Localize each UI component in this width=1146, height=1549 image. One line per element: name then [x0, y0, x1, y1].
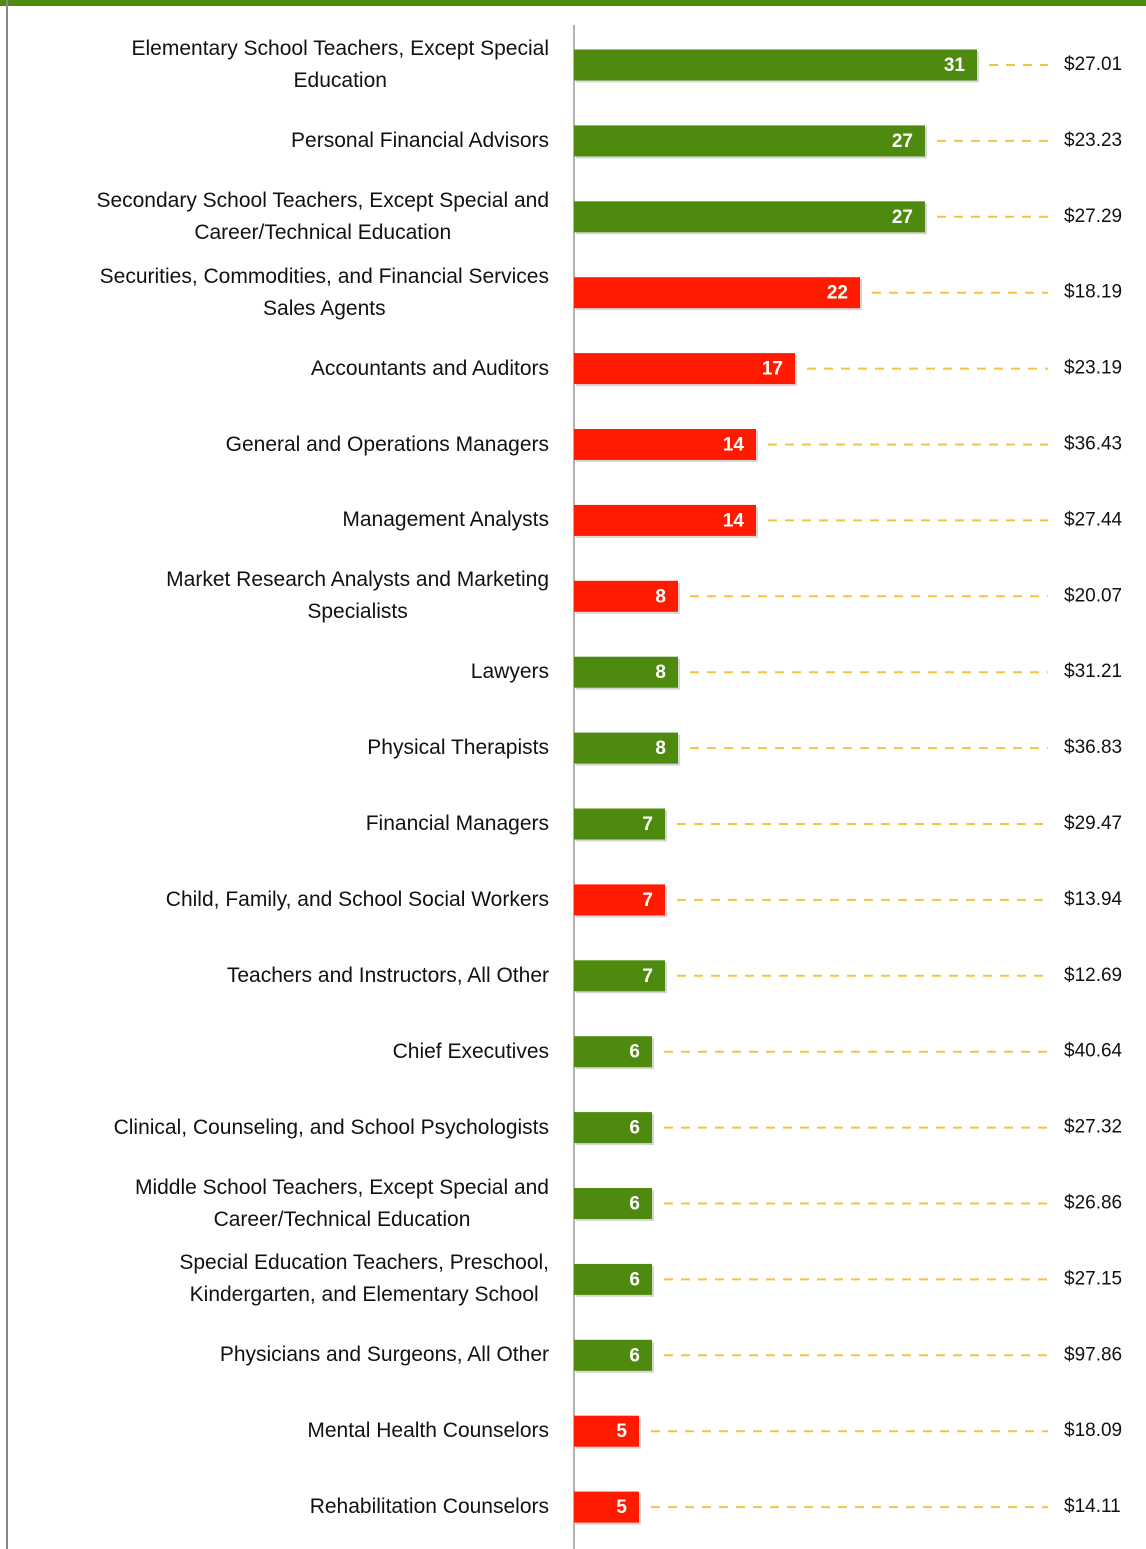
wage-label: $26.86: [1064, 1193, 1122, 1214]
bar: [574, 49, 977, 81]
wage-label: $36.83: [1064, 737, 1122, 758]
bar-value-label: 27: [892, 207, 913, 228]
wage-label: $29.47: [1064, 813, 1122, 834]
category-label: Mental Health Counselors: [307, 1419, 549, 1443]
bar: [574, 1036, 652, 1068]
bar-value-label: 5: [616, 1497, 627, 1518]
category-label: Market Research Analysts and Marketing S…: [166, 568, 549, 624]
bar-value-label: 8: [655, 738, 666, 759]
bar-value-label: 6: [629, 1269, 640, 1290]
bar: [574, 504, 756, 536]
category-label: Physicians and Surgeons, All Other: [219, 1343, 549, 1367]
category-label: Elementary School Teachers, Except Speci…: [131, 37, 550, 92]
bar: [574, 1415, 639, 1447]
category-label: Chief Executives: [392, 1039, 549, 1063]
bar: [574, 277, 860, 309]
bar-value-label: 5: [616, 1421, 627, 1442]
bar: [574, 201, 925, 233]
bar: [574, 884, 665, 916]
bar: [574, 1188, 652, 1219]
category-label: Special Education Teachers, Preschool, K…: [179, 1251, 549, 1307]
bar: [574, 1263, 652, 1295]
bar-value-label: 31: [944, 55, 966, 76]
wage-label: $18.09: [1064, 1420, 1122, 1441]
wage-label: $36.43: [1064, 434, 1122, 455]
wage-label: $23.23: [1064, 130, 1122, 151]
bar-value-label: 7: [642, 890, 653, 911]
category-label: Rehabilitation Counselors: [309, 1495, 549, 1519]
category-label: Personal Financial Advisors: [291, 128, 549, 152]
wage-label: $40.64: [1064, 1041, 1123, 1062]
category-label: Management Analysts: [342, 508, 549, 532]
wage-label: $27.01: [1064, 54, 1122, 75]
bar: [574, 580, 678, 612]
bar-value-label: 7: [642, 966, 653, 987]
wage-label: $27.44: [1064, 509, 1123, 530]
category-label: Child, Family, and School Social Workers: [165, 887, 549, 911]
bar-value-label: 14: [723, 510, 745, 531]
bar-value-label: 14: [723, 435, 745, 456]
bar-value-label: 8: [655, 586, 666, 607]
bar: [574, 1339, 652, 1371]
bar-value-label: 6: [629, 1345, 640, 1366]
bar: [574, 1491, 639, 1523]
bar: [574, 656, 678, 688]
wage-label: $31.21: [1064, 661, 1122, 682]
category-label: General and Operations Managers: [225, 432, 549, 456]
category-label: Securities, Commodities, and Financial S…: [99, 264, 549, 320]
wage-label: $27.32: [1064, 1117, 1122, 1138]
wage-label: $13.94: [1064, 889, 1123, 910]
wage-label: $27.29: [1064, 206, 1122, 227]
bar-value-label: 7: [642, 814, 653, 835]
bar: [574, 353, 795, 385]
bar: [574, 125, 925, 157]
bar-value-label: 6: [629, 1118, 640, 1139]
bar: [574, 429, 756, 460]
wage-label: $97.86: [1064, 1344, 1122, 1365]
wage-label: $12.69: [1064, 965, 1122, 986]
bar-value-label: 17: [762, 359, 783, 380]
bar: [574, 1112, 652, 1144]
category-label: Teachers and Instructors, All Other: [226, 963, 549, 987]
bar-value-label: 6: [629, 1042, 640, 1063]
bar: [574, 732, 678, 764]
category-label: Physical Therapists: [367, 736, 549, 760]
bar: [574, 960, 665, 992]
category-label: Middle School Teachers, Except Special a…: [134, 1175, 549, 1231]
wage-label: $20.07: [1064, 585, 1122, 606]
bar-value-label: 27: [892, 131, 913, 152]
bar: [574, 808, 665, 840]
category-label: Clinical, Counseling, and School Psychol…: [113, 1115, 549, 1139]
category-label: Financial Managers: [365, 812, 549, 835]
bar-value-label: 8: [655, 662, 666, 683]
bar-value-label: 6: [629, 1194, 640, 1215]
top-strip: [0, 0, 1146, 6]
bar-value-label: 22: [827, 283, 848, 304]
category-label: Secondary School Teachers, Except Specia…: [96, 188, 549, 244]
category-label: Lawyers: [470, 660, 549, 684]
wage-label: $18.19: [1064, 282, 1122, 303]
wage-label: $14.11: [1064, 1496, 1121, 1517]
wage-label: $23.19: [1064, 358, 1122, 379]
wage-label: $27.15: [1064, 1268, 1122, 1289]
category-label: Accountants and Auditors: [310, 356, 549, 380]
